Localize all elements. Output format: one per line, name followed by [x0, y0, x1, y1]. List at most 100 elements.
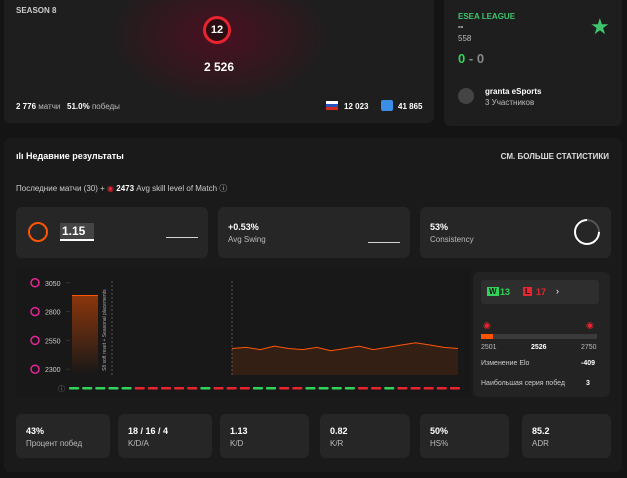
swing-label: Avg Swing [228, 235, 266, 244]
level-badge: 12 [203, 16, 231, 44]
level-icon [30, 278, 40, 288]
matches-label: матчи [38, 102, 61, 111]
season-card: SEASON 8 12 2 526 2 776 матчи 51.0% побе… [4, 0, 434, 123]
level-icon [30, 335, 40, 346]
elo-chart: 3050 2800 2550 2300 S8 soft reset + Seasonal… [16, 267, 471, 398]
result-dash [357, 387, 369, 390]
stat-value: 43% [26, 426, 45, 436]
team: granta eSports [485, 87, 542, 96]
wl-box [481, 280, 599, 304]
streak-label: Наибольшая серия побед [481, 380, 565, 387]
elo-change: -409 [581, 360, 596, 367]
stat-label: ADR [532, 439, 549, 448]
region-icon [381, 100, 393, 111]
stat-label: HS% [430, 439, 449, 448]
consistency-ring [568, 213, 606, 251]
stat-card: 85.2 ADR [522, 414, 611, 458]
swing-card: +0.53% Avg Swing [218, 207, 410, 258]
recent-title: ılı Недавние результаты [16, 151, 124, 161]
level-icon [30, 364, 40, 374]
result-dash [423, 387, 434, 390]
separator: - [468, 51, 474, 66]
avg-skill-label: Avg skill level of Match [136, 184, 218, 193]
matches-filter: Последние матчи (30) + ◉ 2473 Avg skill … [16, 184, 228, 193]
result-dash [266, 387, 277, 390]
rating: 1.15 [60, 223, 94, 241]
league-logo: ★ [590, 14, 610, 39]
country-flag [326, 101, 338, 110]
y-tick-label: 2550 [45, 338, 61, 345]
consistency-card: 53% Consistency [420, 207, 611, 258]
stat-value: 0.82 [330, 426, 348, 436]
result-dash [174, 387, 185, 390]
matches: 2 776 [16, 102, 37, 111]
elo-progress [481, 334, 493, 339]
result-dash [82, 387, 93, 390]
result-dash [160, 387, 172, 390]
result-dash [200, 387, 211, 390]
loss-letter: L [523, 287, 532, 296]
recent-title-text: Недавние результаты [26, 151, 124, 161]
result-dash [134, 387, 145, 390]
result-dash [331, 387, 342, 390]
result-dash [305, 387, 316, 390]
y-tick-label: 2300 [45, 367, 61, 374]
max-level: ◉ [586, 320, 594, 330]
region-rank: 41 865 [398, 102, 423, 111]
stat-label: K/D/A [128, 439, 149, 448]
y-tick-label: 2800 [45, 310, 61, 317]
stat-card: 43% Процент побед [16, 414, 110, 458]
expand[interactable]: › [556, 286, 559, 296]
result-dash [121, 387, 132, 390]
result-dash [95, 387, 106, 390]
elo-min: 2501 [481, 344, 497, 351]
result-dash [226, 387, 237, 390]
elo-max: 2750 [581, 344, 597, 351]
info-icon: ⓘ [58, 385, 65, 393]
stat-card: 1.13 K/D [220, 414, 309, 458]
stat-card: 18 / 16 / 4 K/D/A [118, 414, 212, 458]
stat-card: 0.82 K/R [320, 414, 410, 458]
result-dash [279, 387, 290, 390]
points: 558 [458, 34, 472, 43]
elo-track [481, 334, 597, 339]
swing: +0.53% [228, 222, 259, 232]
y-tick-label: 3050 [45, 281, 61, 288]
score: 0 - 0 [458, 51, 484, 66]
result-dash [108, 387, 119, 390]
consistency: 53% [430, 222, 449, 232]
wins: 0 [458, 51, 466, 66]
result-dash [252, 387, 263, 390]
stat-label: Процент побед [26, 439, 83, 448]
result-dash [239, 387, 250, 390]
country-rank: 12 023 [344, 102, 369, 111]
result-dash [147, 387, 158, 390]
wins: 13 [500, 287, 511, 297]
elo-current: 2526 [531, 344, 547, 351]
placement-bar [72, 295, 98, 375]
elo-line [231, 342, 459, 352]
team-avatar [458, 88, 474, 104]
min-level: ◉ [483, 320, 491, 330]
stat-label: K/R [330, 439, 344, 448]
result-dash [292, 387, 303, 390]
stat-value: 1.13 [230, 426, 248, 436]
streak: 3 [586, 380, 590, 387]
stat-value: 50% [430, 426, 449, 436]
members: 3 Участников [485, 98, 535, 107]
more-link[interactable]: СМ. БОЛЬШЕ СТАТИСТИКИ [500, 152, 609, 161]
result-dash [344, 387, 355, 390]
stat-card: 50% HS% [420, 414, 509, 458]
winrate-label: победы [91, 102, 120, 111]
sparkline [368, 230, 400, 243]
stat-value: 18 / 16 / 4 [128, 426, 169, 436]
result-dash [449, 387, 460, 390]
stat-label: K/D [230, 439, 244, 448]
matches-row: 2 776 матчи 51.0% победы [16, 102, 120, 111]
league-card: ESEA LEAGUE ★ -- 558 0 - 0 granta eSport… [444, 0, 622, 126]
league-title: ESEA LEAGUE [458, 12, 516, 21]
result-dash [187, 387, 198, 390]
skill-icon: ◉ [107, 184, 115, 193]
sparkline [166, 225, 198, 238]
